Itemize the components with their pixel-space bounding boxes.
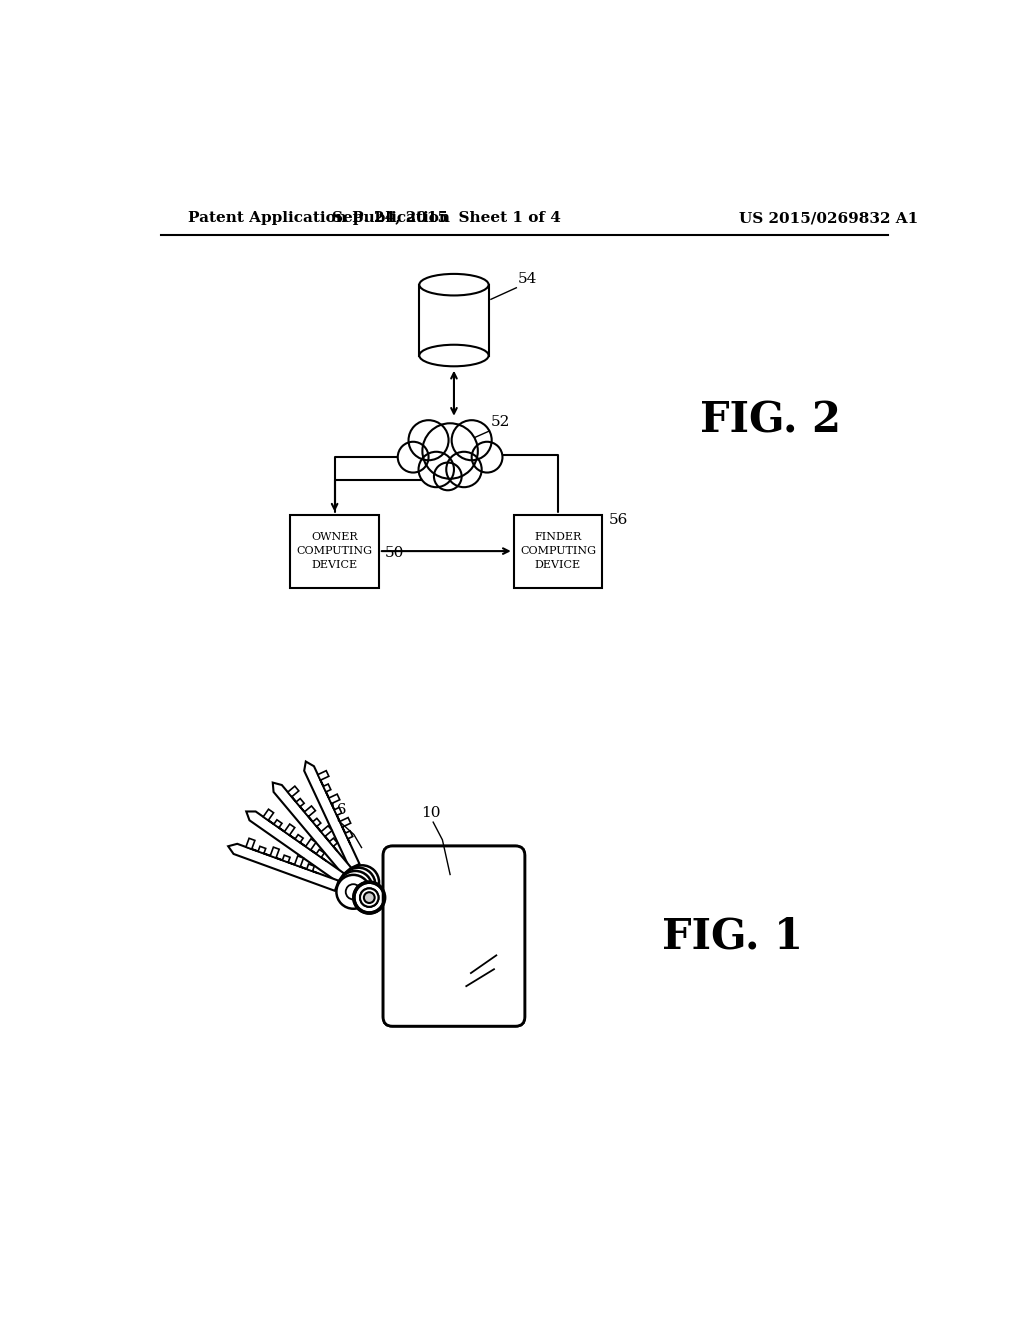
Text: FIG. 1: FIG. 1 xyxy=(662,915,803,957)
Polygon shape xyxy=(246,838,257,851)
Polygon shape xyxy=(324,784,331,797)
Text: 10: 10 xyxy=(422,805,441,820)
Polygon shape xyxy=(258,846,269,855)
Polygon shape xyxy=(307,865,318,874)
Polygon shape xyxy=(340,817,350,833)
FancyBboxPatch shape xyxy=(383,846,524,1026)
Circle shape xyxy=(364,892,375,903)
Polygon shape xyxy=(285,824,295,838)
Polygon shape xyxy=(329,795,340,809)
Text: OWNER
COMPUTING
DEVICE: OWNER COMPUTING DEVICE xyxy=(297,532,373,570)
Circle shape xyxy=(452,420,492,461)
Polygon shape xyxy=(283,855,294,865)
Polygon shape xyxy=(270,847,282,861)
Text: Sep. 24, 2015  Sheet 1 of 4: Sep. 24, 2015 Sheet 1 of 4 xyxy=(332,211,561,226)
Polygon shape xyxy=(345,830,352,845)
Text: FIG. 2: FIG. 2 xyxy=(700,399,842,441)
Circle shape xyxy=(446,451,481,487)
Text: 50: 50 xyxy=(385,546,404,560)
FancyBboxPatch shape xyxy=(383,846,524,1026)
Polygon shape xyxy=(246,812,344,882)
FancyBboxPatch shape xyxy=(291,515,379,587)
FancyBboxPatch shape xyxy=(514,515,602,587)
Circle shape xyxy=(360,888,379,907)
Text: Patent Application Publication: Patent Application Publication xyxy=(188,211,451,226)
Polygon shape xyxy=(304,807,315,821)
Polygon shape xyxy=(330,838,338,851)
Circle shape xyxy=(354,875,370,890)
Polygon shape xyxy=(288,787,299,801)
Polygon shape xyxy=(296,799,304,812)
Polygon shape xyxy=(321,826,332,841)
Circle shape xyxy=(351,876,366,892)
Polygon shape xyxy=(272,783,351,875)
Circle shape xyxy=(364,892,375,903)
Polygon shape xyxy=(295,855,306,869)
Circle shape xyxy=(345,866,379,899)
Bar xyxy=(419,285,488,355)
Circle shape xyxy=(348,880,362,895)
Circle shape xyxy=(419,451,454,487)
Circle shape xyxy=(409,420,449,461)
Circle shape xyxy=(422,424,478,479)
Text: 52: 52 xyxy=(490,416,510,429)
Circle shape xyxy=(341,867,376,902)
Polygon shape xyxy=(263,809,273,824)
Circle shape xyxy=(339,871,373,904)
Circle shape xyxy=(354,882,385,913)
Circle shape xyxy=(434,462,462,490)
Ellipse shape xyxy=(419,275,488,296)
Text: 16: 16 xyxy=(327,804,346,817)
Circle shape xyxy=(397,442,429,473)
Polygon shape xyxy=(316,850,327,861)
Polygon shape xyxy=(273,820,284,832)
Polygon shape xyxy=(304,762,359,869)
Circle shape xyxy=(346,884,361,899)
Polygon shape xyxy=(295,834,305,846)
Polygon shape xyxy=(312,818,321,832)
Text: 54: 54 xyxy=(518,272,538,286)
Text: US 2015/0269832 A1: US 2015/0269832 A1 xyxy=(739,211,919,226)
Polygon shape xyxy=(334,808,342,821)
Circle shape xyxy=(337,875,371,908)
Polygon shape xyxy=(317,771,329,785)
Text: FINDER
COMPUTING
DEVICE: FINDER COMPUTING DEVICE xyxy=(520,532,596,570)
Polygon shape xyxy=(305,840,316,854)
Ellipse shape xyxy=(419,345,488,367)
Text: 56: 56 xyxy=(608,513,628,527)
Circle shape xyxy=(472,442,503,473)
Circle shape xyxy=(360,888,379,907)
Polygon shape xyxy=(228,843,339,891)
